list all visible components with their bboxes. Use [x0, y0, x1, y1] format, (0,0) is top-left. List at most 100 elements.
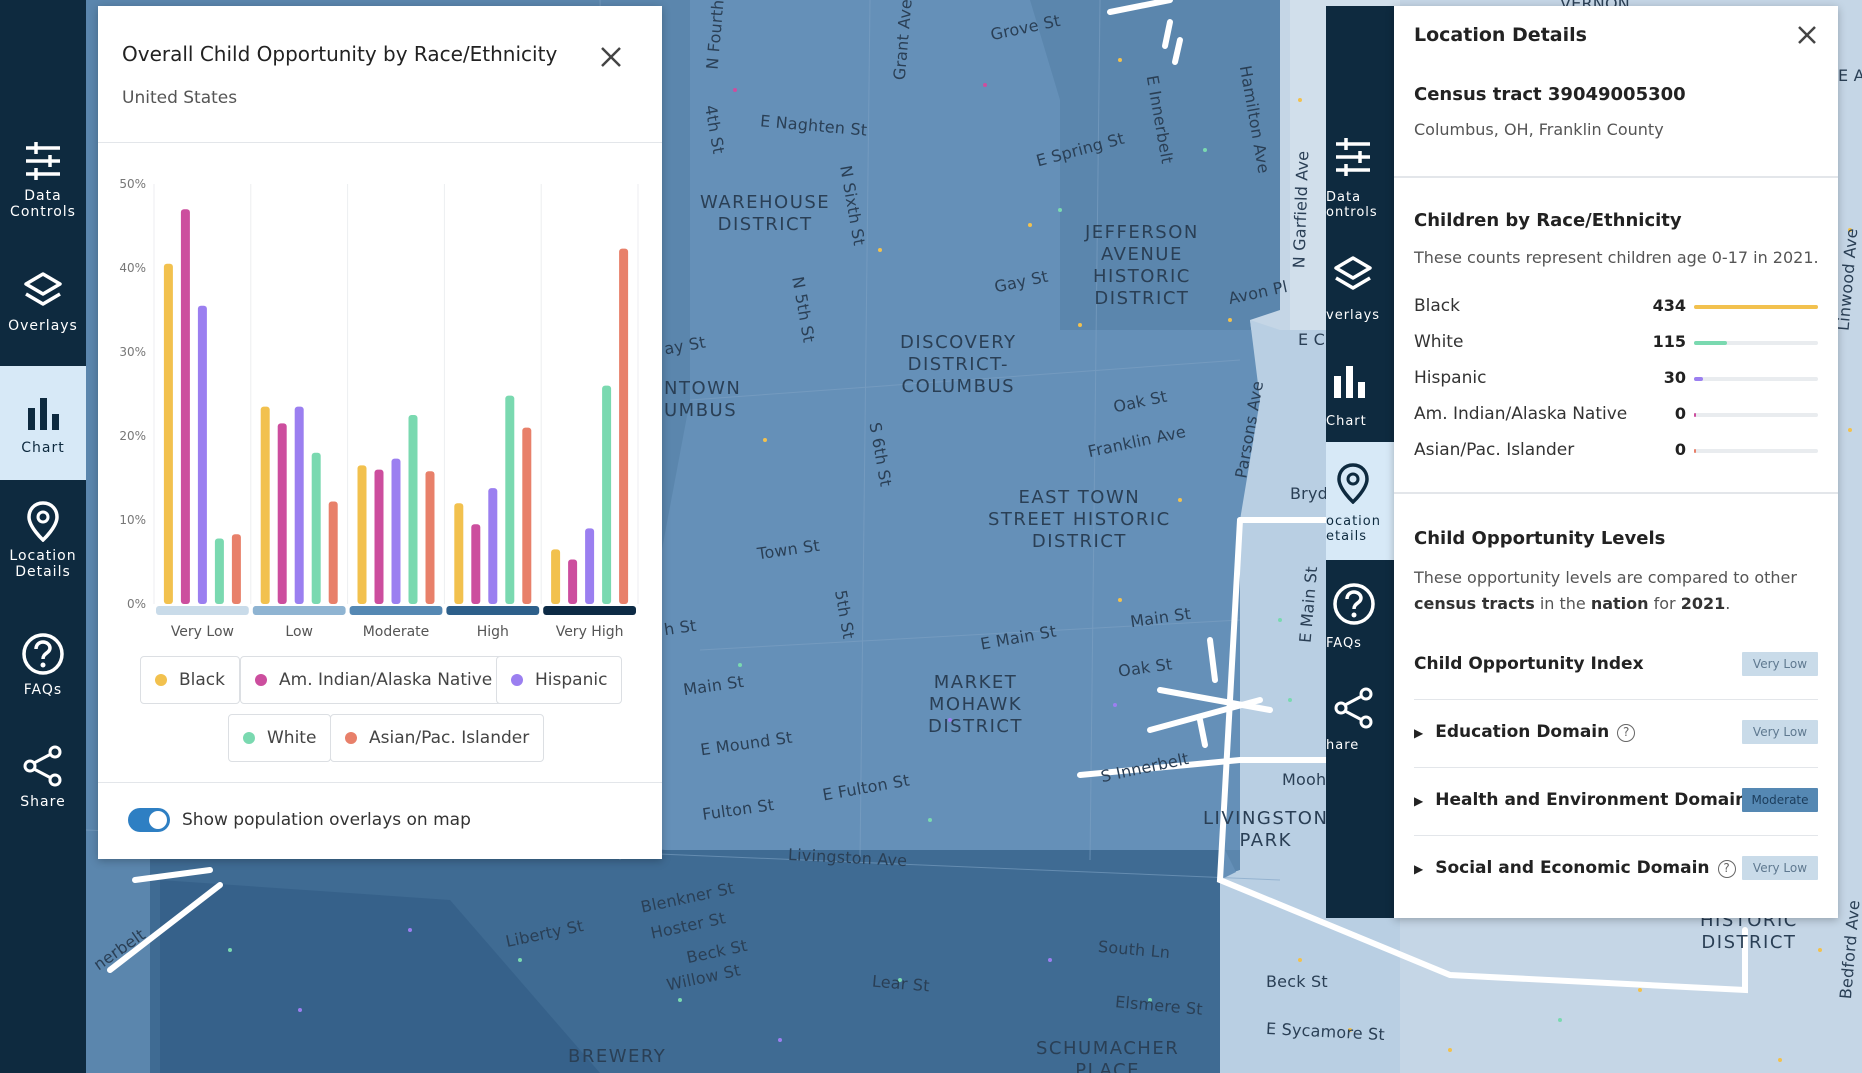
nav-location-details[interactable]: ocation etails	[1326, 442, 1394, 560]
bar-chart-icon	[1334, 366, 1365, 398]
nav-share[interactable]: hare	[1326, 686, 1394, 786]
bar[interactable]	[214, 538, 224, 604]
bar[interactable]	[551, 549, 561, 604]
nav-overlays[interactable]: Overlays	[0, 270, 86, 380]
race-label: Asian/Pac. Islander	[1414, 440, 1575, 460]
bar[interactable]	[328, 501, 338, 604]
nav-overlays[interactable]: verlays	[1326, 250, 1394, 350]
bar[interactable]	[231, 534, 241, 604]
bar[interactable]	[454, 503, 464, 604]
category-color-strip	[446, 606, 540, 615]
nav-label: ocation etails	[1326, 514, 1381, 544]
nav-location-details[interactable]: Location Details	[0, 500, 86, 610]
bar[interactable]	[391, 458, 401, 604]
nav-faqs[interactable]: FAQs	[1326, 582, 1394, 682]
close-chart-button[interactable]	[596, 42, 626, 72]
nav-data-controls[interactable]: Data Controls	[0, 140, 86, 250]
help-icon[interactable]: ?	[1617, 724, 1636, 742]
coi-note-text: .	[1725, 594, 1731, 613]
legend-item[interactable]: Am. Indian/Alaska Native	[240, 656, 508, 704]
coi-note-line-2: census tracts in the nation for 2021.	[1414, 594, 1730, 613]
nav-chart[interactable]: Chart	[1326, 356, 1394, 456]
bar[interactable]	[619, 248, 629, 604]
map-label: E Ar	[1838, 66, 1862, 85]
bar[interactable]	[408, 415, 418, 604]
race-bar	[1694, 449, 1818, 453]
bar[interactable]	[197, 305, 207, 604]
bar[interactable]	[568, 559, 578, 604]
race-bar-fill	[1694, 341, 1727, 345]
y-tick-label: 40%	[119, 261, 146, 275]
map-label: Beck St	[1266, 972, 1328, 991]
bar[interactable]	[311, 452, 321, 604]
nav-faqs[interactable]: FAQs	[0, 632, 86, 742]
bar[interactable]	[277, 423, 287, 604]
category-color-strip	[252, 606, 346, 615]
divider	[98, 142, 662, 143]
layers-icon	[24, 272, 62, 306]
bar[interactable]	[260, 406, 270, 604]
x-tick-label: Low	[285, 624, 313, 640]
race-bar-fill	[1694, 413, 1696, 417]
coi-label-text: Child Opportunity Index	[1414, 654, 1644, 674]
help-circle-icon	[1333, 583, 1375, 625]
map-district-label: SCHUMACHER PLACE	[1036, 1038, 1180, 1073]
bar[interactable]	[585, 528, 595, 604]
legend-item[interactable]: White	[228, 714, 332, 762]
nav-data-controls[interactable]: Data ontrols	[1326, 128, 1394, 228]
race-label: White	[1414, 332, 1464, 352]
expand-caret-icon[interactable]: ▶	[1414, 794, 1424, 808]
bar[interactable]	[357, 465, 367, 604]
help-icon[interactable]: ?	[1717, 860, 1736, 878]
legend-item[interactable]: Black	[140, 656, 240, 704]
legend-item[interactable]: Asian/Pac. Islander	[330, 714, 545, 762]
bar[interactable]	[471, 524, 481, 604]
map-pin-icon	[27, 501, 59, 542]
bar[interactable]	[163, 263, 173, 604]
nav-label: FAQs	[1326, 636, 1362, 651]
expand-caret-icon[interactable]: ▶	[1414, 862, 1424, 876]
close-location-button[interactable]	[1792, 20, 1822, 50]
nav-label: Location Details	[9, 548, 77, 580]
children-heading: Children by Race/Ethnicity	[1414, 210, 1682, 231]
coi-row[interactable]: ▶Health and Environment Domain?Moderate	[1414, 768, 1818, 836]
legend-item[interactable]: Hispanic	[496, 656, 623, 704]
category-color-strip	[543, 606, 636, 615]
category-color-strip	[156, 606, 249, 615]
map-district-label: EAST TOWN STREET HISTORIC DISTRICT	[988, 487, 1171, 552]
bar[interactable]	[294, 406, 304, 604]
x-tick-label: Very Low	[171, 624, 234, 640]
coi-note-text: for	[1648, 594, 1681, 613]
bar[interactable]	[180, 209, 190, 604]
race-count: 30	[1663, 368, 1686, 387]
race-bar-fill	[1694, 305, 1818, 309]
nav-label: Overlays	[8, 318, 78, 334]
expand-caret-icon[interactable]: ▶	[1414, 726, 1424, 740]
race-count: 0	[1674, 404, 1686, 423]
opportunity-level-badge: Very Low	[1742, 856, 1818, 880]
bar[interactable]	[602, 385, 612, 604]
location-panel-title: Location Details	[1414, 24, 1587, 46]
opportunity-level-badge: Very Low	[1742, 720, 1818, 744]
nav-chart[interactable]: Chart	[0, 366, 86, 480]
coi-note-bold: census tracts	[1414, 594, 1535, 613]
chart-panel-title: Overall Child Opportunity by Race/Ethnic…	[122, 42, 558, 66]
coi-row[interactable]: ▶ Social and Economic Domain? Very Low	[1414, 836, 1818, 904]
map-pin-icon	[1337, 463, 1369, 504]
nav-share[interactable]: Share	[0, 744, 86, 854]
opportunity-level-badge: Very Low	[1742, 652, 1818, 676]
population-overlay-toggle[interactable]	[128, 808, 170, 832]
race-label: Hispanic	[1414, 368, 1487, 388]
bar[interactable]	[522, 427, 532, 604]
coi-row[interactable]: ▶ Education Domain? Very Low	[1414, 700, 1818, 768]
bar[interactable]	[374, 469, 384, 604]
bar[interactable]	[505, 395, 515, 604]
legend-label: White	[267, 728, 317, 748]
coi-label: ▶ Social and Economic Domain?	[1414, 858, 1736, 878]
bar[interactable]	[425, 471, 435, 604]
chart-panel-subtitle: United States	[122, 88, 238, 108]
sliders-icon	[1336, 138, 1370, 176]
map-district-label: LIVINGSTON PARK	[1203, 808, 1329, 851]
legend-label: Am. Indian/Alaska Native	[279, 670, 493, 690]
bar[interactable]	[488, 488, 498, 604]
